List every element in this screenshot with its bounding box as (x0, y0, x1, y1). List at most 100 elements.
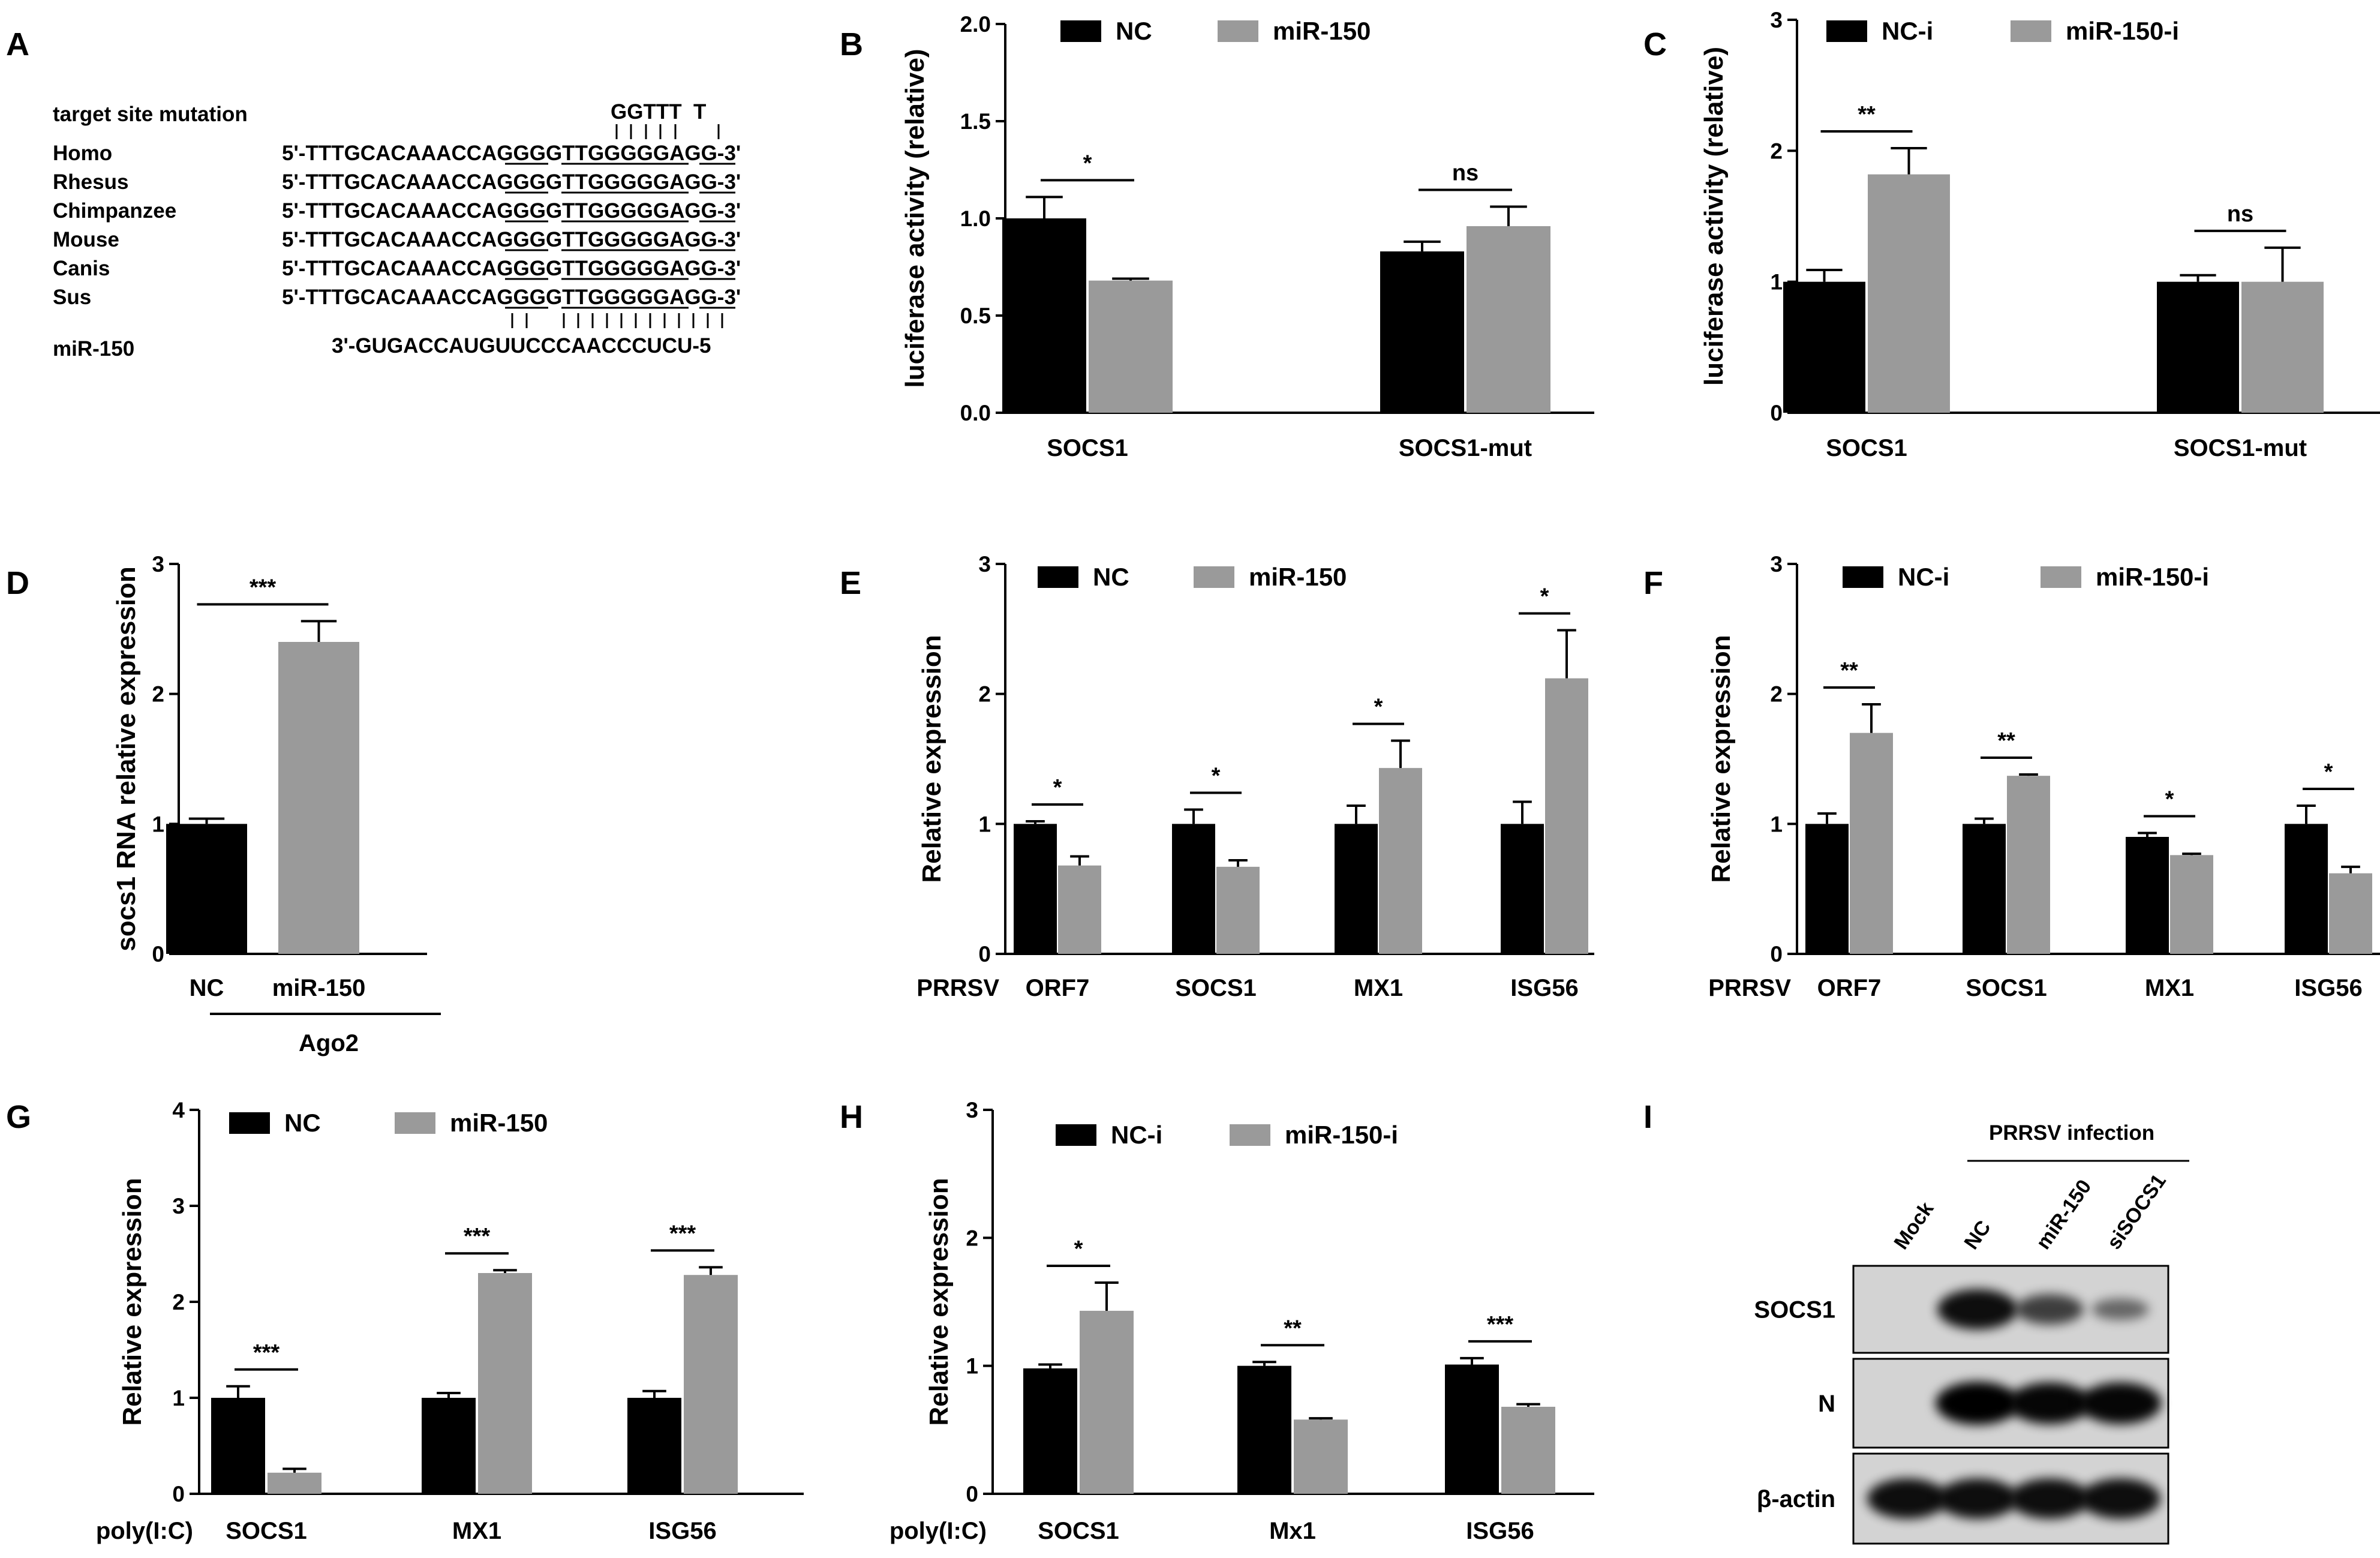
panel-d-chart: D 0 1 2 3 socs1 RNA relative expression *** NC m… (6, 552, 441, 1056)
bar (1501, 824, 1544, 954)
x-tick-label: Mx1 (1269, 1518, 1316, 1544)
legend-swatch (1060, 20, 1101, 42)
blot-header: PRRSV infection (1989, 1121, 2154, 1145)
legend-label: NC-i (1111, 1121, 1162, 1149)
treatment-prefix: PRRSV (916, 975, 999, 1001)
y-tick-label: 2 (172, 1290, 185, 1314)
bar (2241, 281, 2324, 413)
significance-label: *** (669, 1221, 696, 1246)
blot-band (1867, 1478, 1948, 1519)
significance-label: * (1374, 695, 1383, 720)
significance-label: ** (1858, 102, 1876, 127)
significance-label: * (1074, 1236, 1083, 1262)
y-tick-label: 1.5 (960, 109, 991, 134)
bar (478, 1273, 532, 1494)
bar (2157, 281, 2239, 413)
panel-letter: D (6, 565, 29, 601)
panel-letter: H (840, 1099, 863, 1135)
y-tick-label: 3 (152, 552, 164, 577)
blot-band (2079, 1382, 2162, 1424)
bar (268, 1472, 321, 1494)
bar (1445, 1364, 1499, 1494)
y-tick-label: 4 (172, 1098, 185, 1122)
legend-label: miR-150 (1249, 563, 1347, 591)
blot-lane-label: miR-150 (2032, 1175, 2096, 1253)
y-tick-label: 2 (1770, 139, 1783, 163)
y-tick-label: 0 (1770, 942, 1783, 966)
pairing-ticks (511, 313, 723, 328)
legend-label: NC-i (1898, 563, 1949, 591)
bar (2170, 855, 2213, 954)
y-tick-label: 0 (152, 942, 164, 966)
x-tick-label: ISG56 (648, 1518, 716, 1544)
bar (1294, 1419, 1348, 1494)
species-sequence: 5'-TTTGCACAAACCAGGGGTTGGGGGAGG-3' (282, 286, 741, 309)
bar (1089, 280, 1173, 413)
blot-band (1936, 1382, 2020, 1425)
significance-label: * (2324, 760, 2333, 785)
blot-row-label: SOCS1 (1754, 1297, 1835, 1323)
bar (211, 1398, 265, 1494)
species-sequence: 5'-TTTGCACAAACCAGGGGTTGGGGGAGG-3' (282, 228, 741, 251)
bar (1216, 866, 1260, 954)
y-tick-label: 2 (152, 682, 164, 707)
bar (1545, 678, 1588, 954)
bar (1080, 1310, 1134, 1494)
blot-lane-label: Mock (1889, 1198, 1938, 1254)
legend-label: miR-150-i (2096, 563, 2209, 591)
bar (627, 1398, 681, 1494)
blot-lane-label: NC (1960, 1217, 1995, 1254)
bar (1783, 281, 1865, 413)
bar (1501, 1406, 1555, 1494)
y-tick-label: 1 (1770, 270, 1783, 295)
panel-b-chart: B 0.0 0.5 1.0 1.5 2.0 luciferase activity (rel… (840, 12, 1594, 461)
legend-label: NC (1116, 17, 1152, 45)
y-axis-label: luciferase activity (relative) (900, 49, 930, 388)
panel-letter: G (6, 1099, 31, 1135)
x-tick-label: ISG56 (1510, 975, 1578, 1001)
x-tick-label: SOCS1-mut (1399, 435, 1532, 461)
legend-swatch (1230, 1124, 1270, 1146)
x-tick-label: ISG56 (2294, 975, 2362, 1001)
mutation-sequence: GGTTT T (611, 100, 706, 124)
x-tick-label: SOCS1 (1966, 975, 2047, 1001)
bar (2007, 776, 2050, 954)
mutation-ticks (615, 124, 720, 139)
panel-c-chart: C 0 1 2 3 luciferase activity (relative) NC-i m… (1643, 8, 2380, 461)
x-tick-label: ISG56 (1466, 1518, 1534, 1544)
panel-g-chart: G 0 1 2 3 4 Relative expression NC miR-150 *** ***… (6, 1098, 804, 1544)
blot-band (2091, 1298, 2149, 1320)
bar (1850, 733, 1893, 954)
species-name: Canis (53, 257, 110, 280)
bar (1023, 1368, 1077, 1494)
species-name: Mouse (53, 228, 119, 251)
legend-swatch (1038, 566, 1078, 588)
y-tick-label: 1 (1770, 812, 1783, 836)
species-name: Rhesus (53, 170, 128, 194)
significance-label: ** (1284, 1316, 1302, 1341)
y-tick-label: 1.0 (960, 206, 991, 231)
species-name: Homo (53, 142, 112, 165)
x-tick-label: SOCS1-mut (2174, 435, 2307, 461)
x-tick-label: miR-150 (272, 975, 366, 1001)
panel-letter: E (840, 565, 861, 601)
y-tick-label: 0 (1770, 401, 1783, 425)
panel-letter: F (1643, 565, 1663, 601)
significance-label: ** (1840, 658, 1858, 683)
treatment-prefix: poly(I:C) (890, 1518, 987, 1544)
species-sequence: 5'-TTTGCACAAACCAGGGGTTGGGGGAGG-3' (282, 142, 741, 165)
y-tick-label: 1 (966, 1354, 978, 1379)
y-axis-label: Relative expression (917, 635, 946, 882)
panel-letter: B (840, 26, 863, 62)
y-tick-label: 1 (172, 1386, 185, 1410)
blot-band (2080, 1478, 2160, 1519)
y-axis-label: socs1 RNA relative expression (112, 566, 141, 951)
blot-row-label: β-actin (1757, 1486, 1835, 1512)
x-tick-label: SOCS1 (1826, 435, 1907, 461)
x-tick-label: ORF7 (1026, 975, 1090, 1001)
legend-label: miR-150-i (1285, 1121, 1398, 1149)
species-sequence: 5'-TTTGCACAAACCAGGGGTTGGGGGAGG-3' (282, 199, 741, 223)
x-tick-label: NC (190, 975, 224, 1001)
panel-i-letter: I (1643, 1099, 1652, 1135)
